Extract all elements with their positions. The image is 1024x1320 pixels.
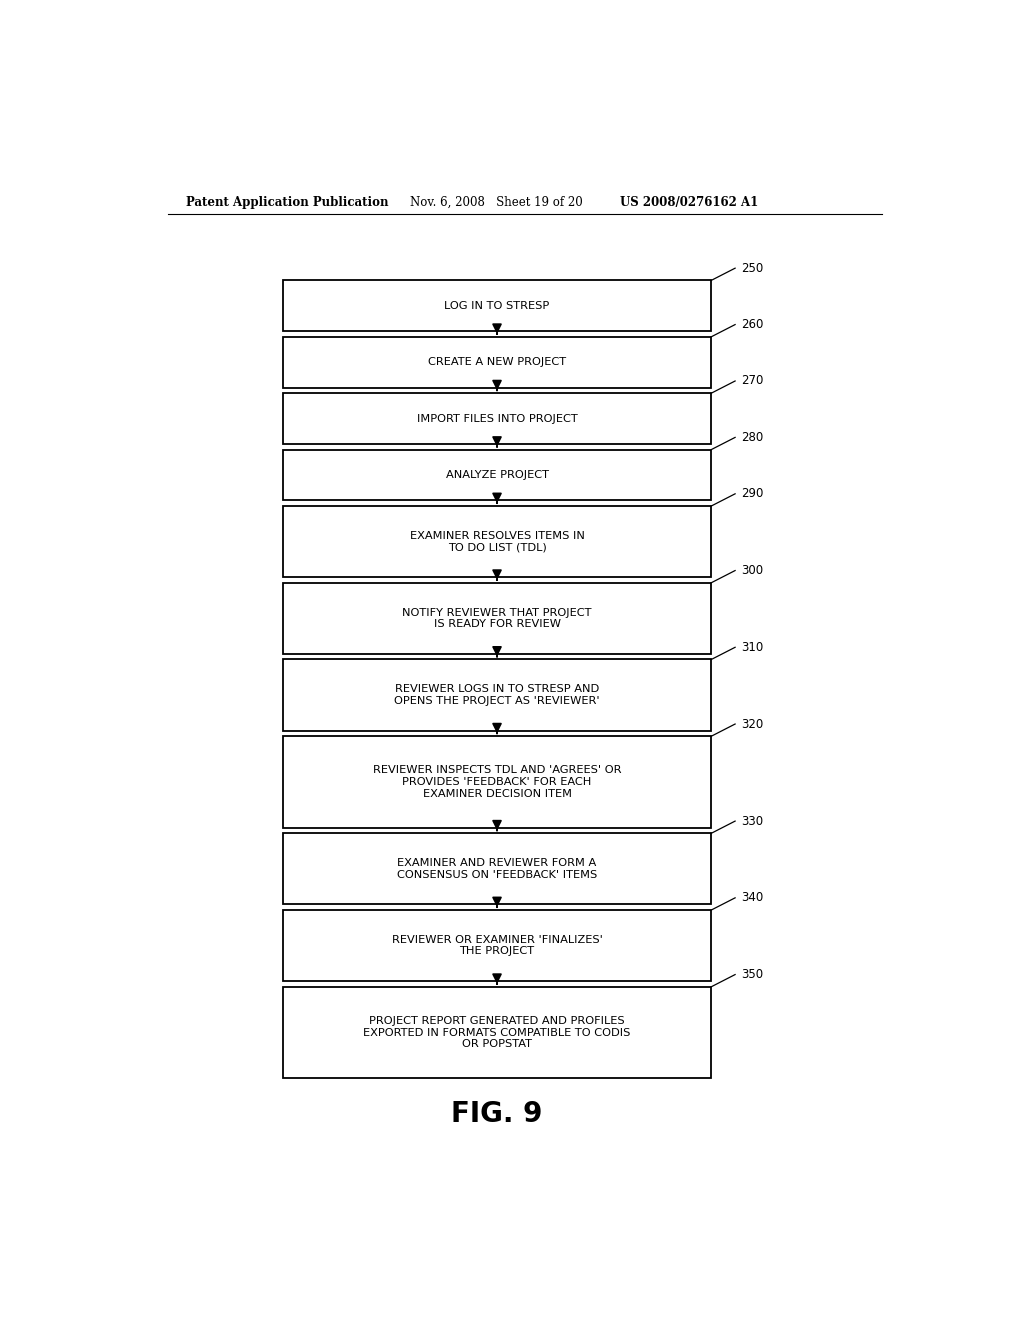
- Text: 300: 300: [741, 564, 764, 577]
- Text: 270: 270: [741, 375, 764, 388]
- Text: Patent Application Publication: Patent Application Publication: [186, 195, 388, 209]
- Bar: [283, 737, 712, 828]
- Text: 250: 250: [741, 261, 764, 275]
- Bar: [283, 506, 712, 577]
- Bar: [283, 909, 712, 981]
- Bar: [283, 280, 712, 331]
- Text: 260: 260: [741, 318, 764, 331]
- Bar: [283, 393, 712, 444]
- Bar: [283, 833, 712, 904]
- Bar: [283, 660, 712, 731]
- Text: 340: 340: [741, 891, 764, 904]
- Text: 330: 330: [741, 814, 764, 828]
- Text: 290: 290: [741, 487, 764, 500]
- Text: ANALYZE PROJECT: ANALYZE PROJECT: [445, 470, 549, 480]
- Bar: [283, 450, 712, 500]
- Text: 320: 320: [741, 718, 764, 730]
- Text: US 2008/0276162 A1: US 2008/0276162 A1: [620, 195, 759, 209]
- Text: EXAMINER RESOLVES ITEMS IN
TO DO LIST (TDL): EXAMINER RESOLVES ITEMS IN TO DO LIST (T…: [410, 531, 585, 552]
- Text: REVIEWER INSPECTS TDL AND 'AGREES' OR
PROVIDES 'FEEDBACK' FOR EACH
EXAMINER DECI: REVIEWER INSPECTS TDL AND 'AGREES' OR PR…: [373, 766, 622, 799]
- Text: CREATE A NEW PROJECT: CREATE A NEW PROJECT: [428, 358, 566, 367]
- Text: REVIEWER LOGS IN TO STRESP AND
OPENS THE PROJECT AS 'REVIEWER': REVIEWER LOGS IN TO STRESP AND OPENS THE…: [394, 684, 600, 706]
- Bar: [283, 337, 712, 388]
- Text: REVIEWER OR EXAMINER 'FINALIZES'
THE PROJECT: REVIEWER OR EXAMINER 'FINALIZES' THE PRO…: [391, 935, 602, 957]
- Text: NOTIFY REVIEWER THAT PROJECT
IS READY FOR REVIEW: NOTIFY REVIEWER THAT PROJECT IS READY FO…: [402, 607, 592, 630]
- Text: EXAMINER AND REVIEWER FORM A
CONSENSUS ON 'FEEDBACK' ITEMS: EXAMINER AND REVIEWER FORM A CONSENSUS O…: [397, 858, 597, 879]
- Text: IMPORT FILES INTO PROJECT: IMPORT FILES INTO PROJECT: [417, 413, 578, 424]
- Bar: [283, 582, 712, 653]
- Text: LOG IN TO STRESP: LOG IN TO STRESP: [444, 301, 550, 310]
- Text: 310: 310: [741, 640, 764, 653]
- Text: PROJECT REPORT GENERATED AND PROFILES
EXPORTED IN FORMATS COMPATIBLE TO CODIS
OR: PROJECT REPORT GENERATED AND PROFILES EX…: [364, 1016, 631, 1049]
- Text: 280: 280: [741, 430, 764, 444]
- Bar: [283, 987, 712, 1078]
- Text: 350: 350: [741, 968, 764, 981]
- Text: Nov. 6, 2008   Sheet 19 of 20: Nov. 6, 2008 Sheet 19 of 20: [410, 195, 583, 209]
- Text: FIG. 9: FIG. 9: [452, 1100, 543, 1127]
